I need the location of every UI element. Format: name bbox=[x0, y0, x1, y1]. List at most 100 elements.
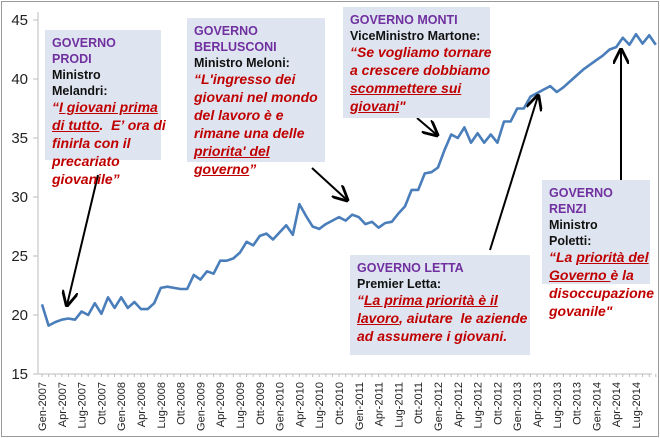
quote-segment: Governo bbox=[549, 266, 611, 283]
arrow-letta bbox=[489, 96, 538, 251]
annotation-renzi: GOVERNO RENZI Ministro Poletti: “La priori… bbox=[542, 180, 654, 319]
arrow-berlusconi bbox=[311, 167, 347, 200]
quote-segment: " bbox=[399, 97, 406, 114]
quote-segment: lavoro bbox=[357, 309, 400, 326]
x-tick-label: Ott-2010 bbox=[334, 382, 346, 425]
quote-segment: priorita' del bbox=[194, 142, 270, 159]
annotation-title: GOVERNO LETTA bbox=[357, 261, 464, 275]
y-tick-label: 25 bbox=[11, 248, 28, 265]
annotation-quote-line: di tutto. E’ ora di bbox=[52, 116, 166, 135]
quote-segment: di tutto bbox=[52, 116, 100, 133]
annotation-quote-line: ad assumere i giovani. bbox=[357, 328, 523, 346]
annotation-speaker: ViceMinistro Martone: bbox=[350, 29, 481, 43]
x-tick-label: Apr-2009 bbox=[215, 382, 227, 427]
x-tick-label: Lug-2008 bbox=[156, 382, 168, 429]
quote-segment: ” bbox=[249, 160, 257, 177]
x-tick-label: Gen-2011 bbox=[354, 382, 366, 430]
annotation-speaker: Ministro Poletti: bbox=[549, 218, 598, 248]
annotation-quote-line: scommettere sui bbox=[350, 80, 483, 98]
annotation-quote-line: a crescere dobbiamo bbox=[350, 62, 490, 80]
quote-segment: . E’ ora di bbox=[99, 116, 166, 133]
x-tick-label: Apr-2011 bbox=[374, 382, 386, 426]
quote-segment: disoccupazione bbox=[549, 284, 655, 301]
quote-segment: finirla con il bbox=[52, 134, 131, 151]
quote-segment: “ bbox=[357, 292, 364, 308]
quote-segment: ad assumere i giovani. bbox=[357, 327, 508, 344]
quote-segment: La prima priorità è il bbox=[364, 292, 498, 308]
annotation-quote-line: “I giovani prima bbox=[52, 99, 158, 117]
arrow-prodi bbox=[67, 174, 99, 305]
x-tick-label: Lug-2007 bbox=[77, 382, 89, 429]
annotation-speaker: Premier Letta: bbox=[357, 277, 442, 291]
annotation-title: GOVERNO MONTI bbox=[350, 13, 458, 27]
annotation-quote-line: priorita' del bbox=[194, 143, 318, 161]
x-tick-label: Lug-2010 bbox=[314, 382, 326, 429]
quote-segment: I giovani prima bbox=[59, 99, 158, 115]
x-tick-label: Ott-2011 bbox=[413, 382, 425, 424]
x-tick-label: Apr-2012 bbox=[453, 382, 465, 427]
x-tick-label: Lug-2012 bbox=[473, 382, 485, 429]
quote-segment: a crescere dobbiamo bbox=[350, 61, 491, 78]
quote-segment: “Se vogliamo tornare bbox=[350, 44, 492, 60]
x-tick-label: Apr-2014 bbox=[611, 382, 623, 427]
x-tick-label: Gen-2014 bbox=[591, 382, 603, 431]
x-tick-label: Ott-2007 bbox=[96, 382, 108, 425]
x-tick-label: Lug-2014 bbox=[631, 382, 643, 429]
x-tick-label: Gen-2008 bbox=[116, 382, 128, 431]
y-tick-label: 45 bbox=[11, 12, 28, 29]
quote-segment: priorità del bbox=[576, 249, 649, 265]
annotation-quote-line: “La prima priorità è il bbox=[357, 292, 523, 310]
series-line bbox=[40, 32, 657, 327]
quote-segment: scommettere sui bbox=[350, 79, 462, 96]
quote-segment: “La bbox=[549, 249, 577, 265]
quote-segment: , aiutare le aziende bbox=[399, 309, 528, 326]
x-tick-label: Gen-2013 bbox=[512, 382, 524, 431]
quote-segment: giovanile” bbox=[52, 170, 120, 187]
annotation-quote-line: del lavoro è e bbox=[194, 107, 318, 125]
annotation-quote-line: governo” bbox=[194, 161, 318, 179]
annotation-quote-line: Governo è la bbox=[549, 267, 643, 285]
annotation-quote-line: govanile" bbox=[549, 303, 643, 321]
quote-segment: govanile" bbox=[549, 302, 613, 319]
x-tick-label: Gen-2010 bbox=[275, 382, 287, 431]
arrow-monti bbox=[416, 117, 437, 135]
x-tick-label: Apr-2008 bbox=[136, 382, 148, 427]
annotation-quote-line: precariato bbox=[52, 153, 154, 171]
quote-segment: rimane una delle bbox=[194, 124, 305, 141]
x-tick-label: Gen-2009 bbox=[195, 382, 207, 431]
x-tick-label: Ott-2008 bbox=[176, 382, 188, 425]
quote-segment: “L'ingresso dei bbox=[194, 71, 296, 87]
quote-segment: governo bbox=[194, 160, 250, 177]
quote-segment: precariato bbox=[52, 152, 120, 169]
annotation-title: GOVERNO BERLUSCONI bbox=[194, 24, 277, 54]
x-tick-label: Lug-2009 bbox=[235, 382, 247, 429]
x-tick-label: Apr-2010 bbox=[294, 382, 306, 427]
x-tick-label: Gen-2007 bbox=[37, 382, 49, 431]
x-tick-label: Apr-2013 bbox=[532, 382, 544, 427]
x-tick-label: Gen-2012 bbox=[433, 382, 445, 431]
x-tick-label: Lug-2011 bbox=[393, 382, 405, 428]
annotation-quote-line: lavoro, aiutare le aziende bbox=[357, 309, 527, 328]
annotation-quote-line: disoccupazione bbox=[549, 285, 654, 303]
quote-segment: giovani nel mondo bbox=[194, 88, 318, 105]
x-tick-label: Ott-2012 bbox=[492, 382, 504, 425]
annotation-prodi: GOVERNO PRODI Ministro Melandri: “I giovan… bbox=[45, 30, 166, 187]
y-tick-label: 20 bbox=[11, 307, 28, 324]
annotation-quote-line: finirla con il bbox=[52, 135, 154, 153]
quote-segment: “ bbox=[52, 99, 59, 115]
annotation-letta: GOVERNO LETTA Premier Letta: “La prima pri… bbox=[350, 255, 530, 355]
x-tick-label: Apr-2007 bbox=[57, 382, 69, 427]
quote-segment: del lavoro è e bbox=[194, 106, 284, 123]
quote-segment: è la bbox=[610, 266, 634, 283]
annotation-quote-line: “Se vogliamo tornare bbox=[350, 44, 492, 62]
annotation-quote-line: giovanile” bbox=[52, 171, 154, 189]
x-tick-label: Ott-2013 bbox=[572, 382, 584, 425]
y-tick-label: 40 bbox=[11, 71, 28, 88]
x-tick-label: Ott-2009 bbox=[255, 382, 267, 425]
annotation-speaker: Ministro Melandri: bbox=[52, 68, 108, 98]
annotation-quote-line: “La priorità del bbox=[549, 249, 649, 267]
annotation-title: GOVERNO RENZI bbox=[549, 186, 613, 216]
